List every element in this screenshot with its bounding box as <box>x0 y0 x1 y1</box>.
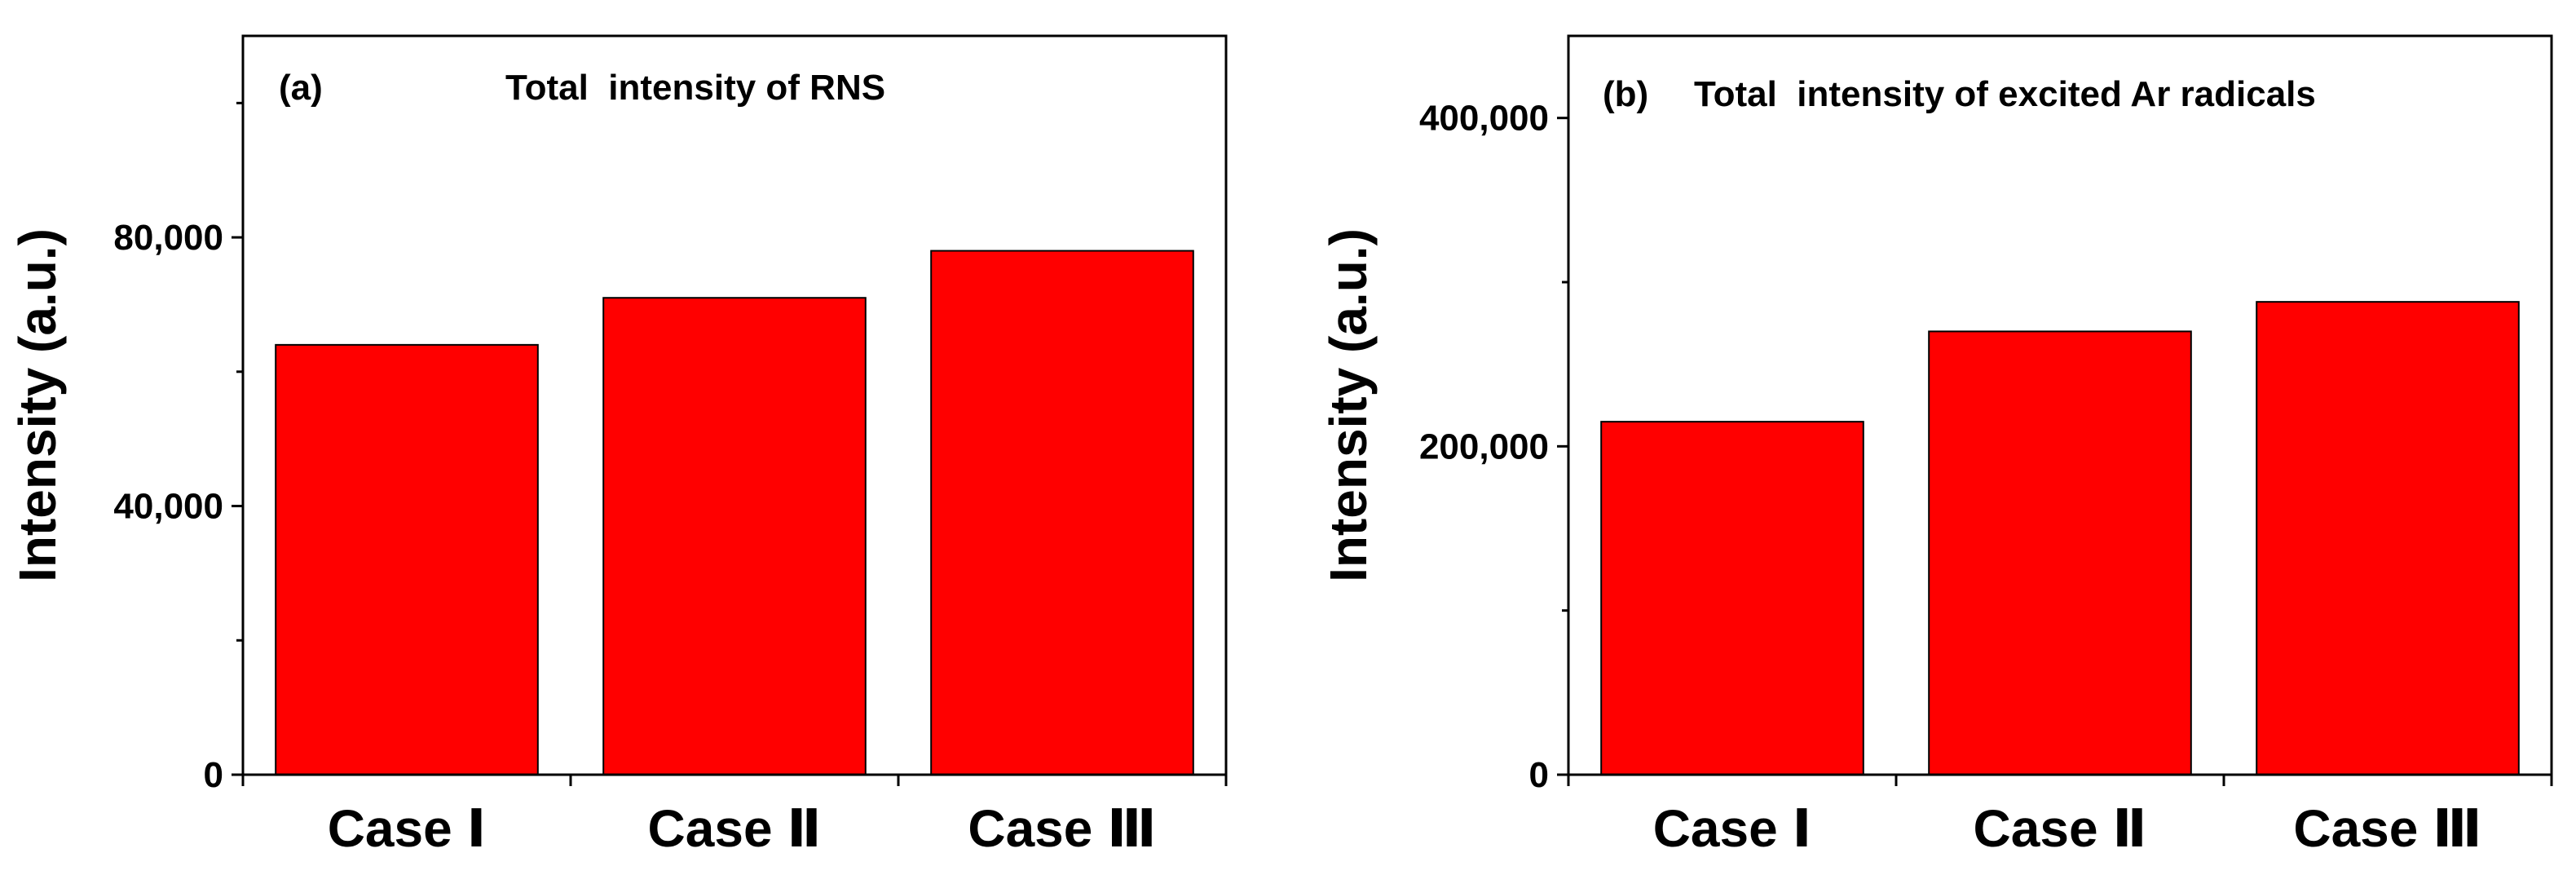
y-axis-label: Intensity (a.u.) <box>1319 228 1378 582</box>
x-category-label: Case Ⅰ <box>1653 799 1812 858</box>
chart-title: Total intensity of excited Ar radicals <box>1694 74 2316 114</box>
y-tick-label: 400,000 <box>1419 99 1549 139</box>
bar-b-2 <box>1928 330 2192 776</box>
x-category-label: Case Ⅲ <box>968 799 1156 858</box>
chart-title: Total intensity of RNS <box>505 68 885 108</box>
y-tick-label: 0 <box>204 755 223 795</box>
x-category-label: Case Ⅱ <box>648 799 822 858</box>
plot-frame <box>241 34 1228 776</box>
bar-a-1 <box>275 343 539 776</box>
y-tick-label: 0 <box>1529 755 1549 795</box>
panel-label: (a) <box>279 68 323 108</box>
x-category-label: Case Ⅲ <box>2293 799 2481 858</box>
panel-label: (b) <box>1603 74 1648 114</box>
y-axis-label: Intensity (a.u.) <box>8 228 67 582</box>
y-tick-label: 200,000 <box>1419 426 1549 466</box>
bar-a-3 <box>930 250 1194 776</box>
bar-a-2 <box>602 297 867 776</box>
bar-b-1 <box>1600 421 1864 776</box>
plot-frame <box>1567 34 2553 776</box>
x-category-label: Case Ⅱ <box>1974 799 2147 858</box>
bar-b-3 <box>2256 301 2520 776</box>
y-tick-label: 40,000 <box>113 487 223 527</box>
x-category-label: Case Ⅰ <box>328 799 487 858</box>
y-tick-label: 80,000 <box>113 218 223 258</box>
